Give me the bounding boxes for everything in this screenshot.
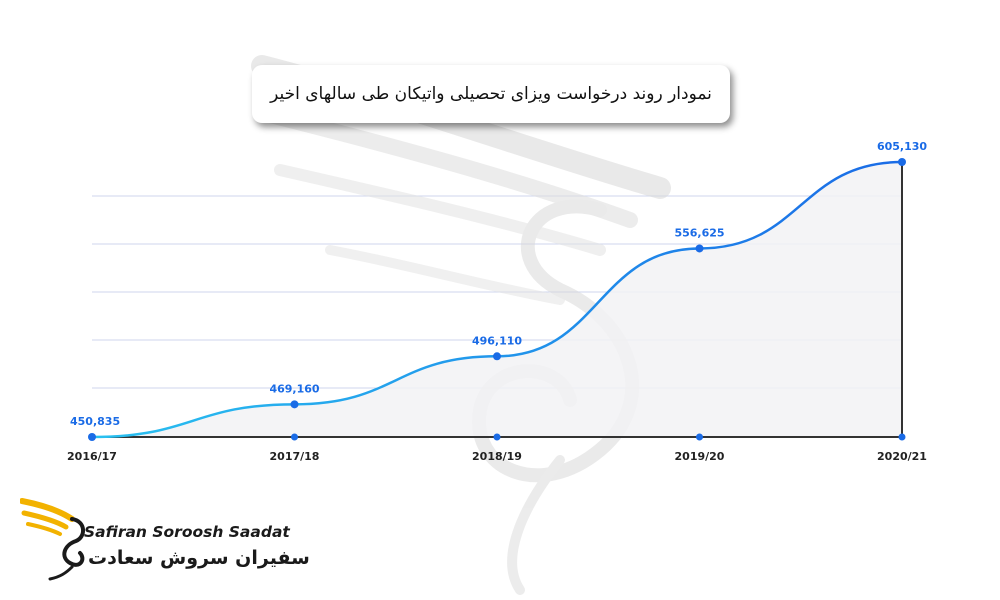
data-point — [898, 158, 906, 166]
x-tick-label: 2018/19 — [472, 450, 522, 463]
logo-name-en: Safiran Soroosh Saadat — [84, 523, 290, 541]
x-tick-dot — [493, 433, 501, 441]
x-tick-dot — [898, 433, 906, 441]
data-label: 605,130 — [877, 140, 927, 153]
data-point — [290, 400, 299, 409]
chart-title-box: نمودار روند درخواست ویزای تحصیلی واتیکان… — [252, 65, 730, 123]
x-tick-dot — [291, 433, 298, 441]
x-tick-label: 2019/20 — [675, 450, 725, 463]
logo-name-fa: سفیران سروش سعادت — [88, 547, 310, 569]
data-label: 450,835 — [70, 415, 120, 428]
data-label: 496,110 — [472, 334, 522, 347]
x-tick-dot — [696, 433, 703, 441]
wing-icon — [20, 498, 85, 581]
data-label: 469,160 — [269, 382, 319, 395]
data-point — [88, 433, 96, 441]
x-tick-label: 2020/21 — [877, 450, 927, 463]
area-fill — [92, 162, 902, 437]
data-point — [493, 352, 501, 361]
series-line — [91, 160, 903, 439]
data-point — [695, 244, 704, 253]
chart-title: نمودار روند درخواست ویزای تحصیلی واتیکان… — [270, 84, 712, 104]
company-logo: Safiran Soroosh Saadat سفیران سروش سعادت — [20, 493, 310, 588]
x-tick-label: 2017/18 — [270, 450, 320, 463]
data-label: 556,625 — [674, 226, 724, 239]
x-tick-label: 2016/17 — [67, 450, 117, 463]
